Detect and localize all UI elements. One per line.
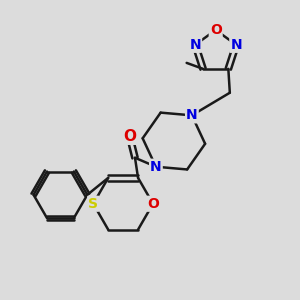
Text: N: N [186,108,198,122]
Text: O: O [123,129,136,144]
Text: N: N [230,38,242,52]
Text: O: O [210,23,222,37]
Text: S: S [88,197,98,211]
Text: N: N [189,38,201,52]
Text: O: O [147,197,159,211]
Text: N: N [150,160,162,174]
